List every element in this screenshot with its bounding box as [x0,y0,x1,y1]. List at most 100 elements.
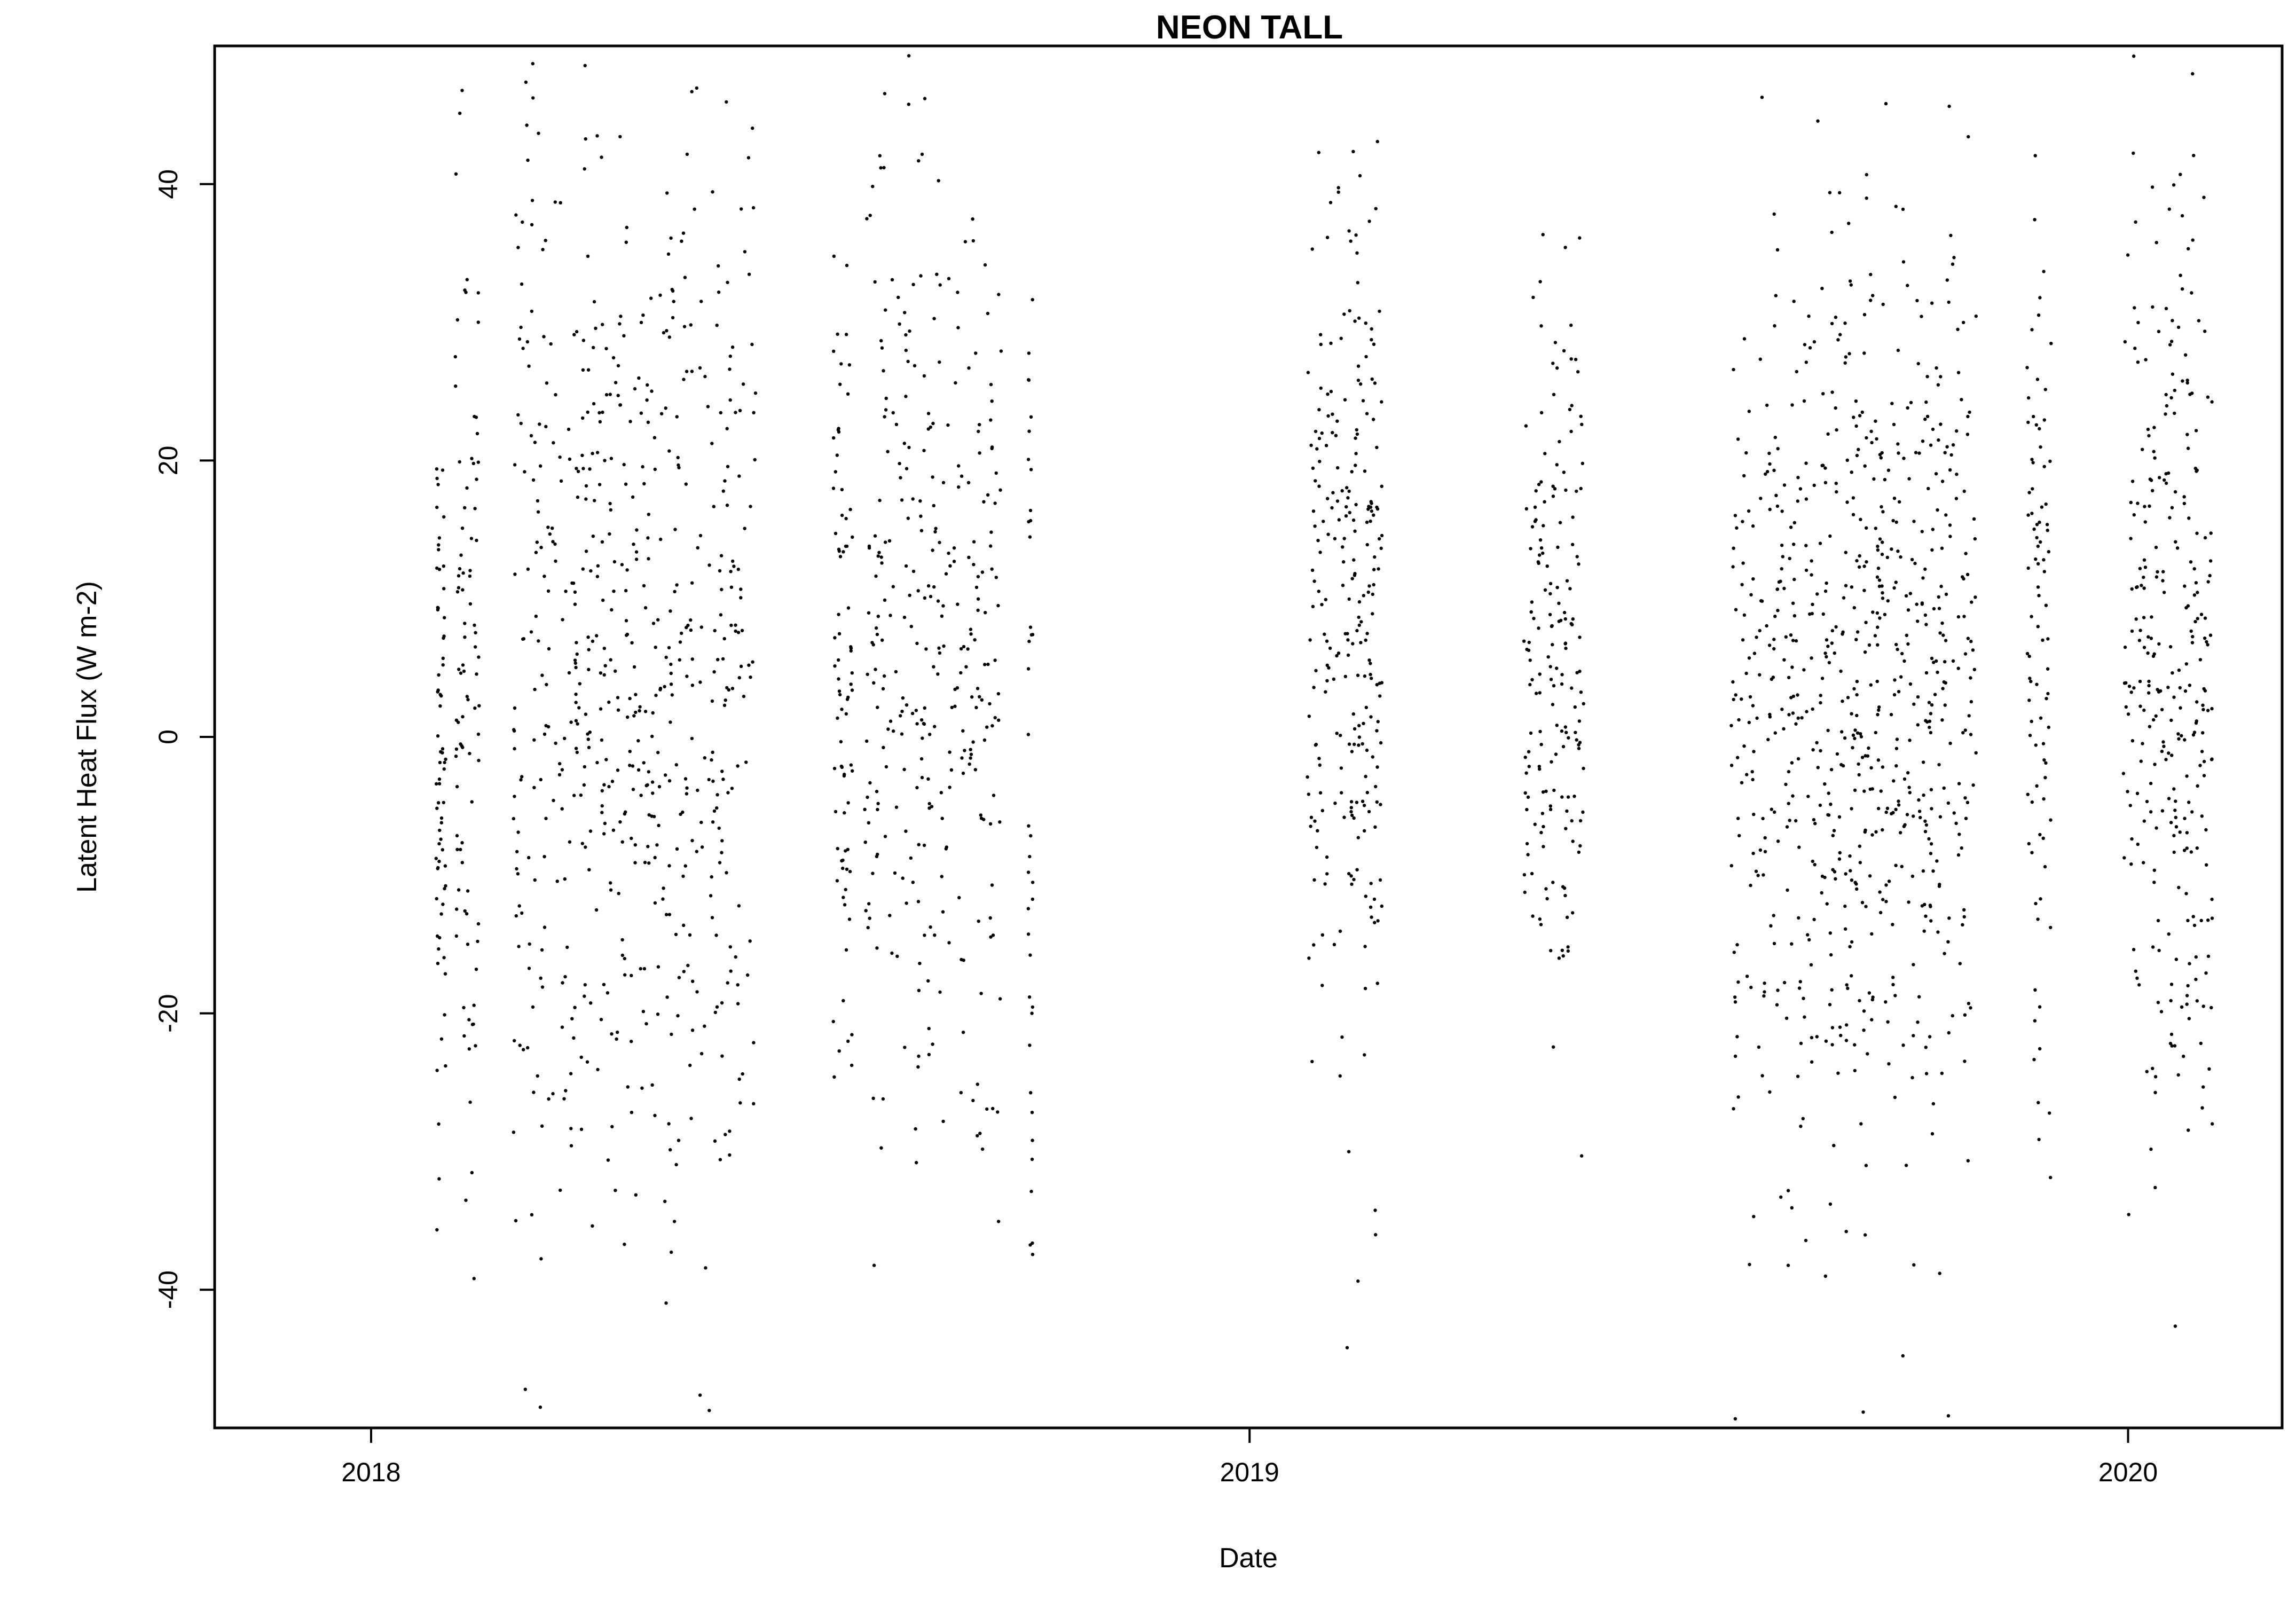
data-point [2126,253,2130,257]
data-point [868,916,871,920]
data-point [630,973,633,978]
data-point [922,374,926,378]
data-point [993,501,997,505]
data-point [996,692,1001,696]
data-point [2185,994,2189,998]
data-point [579,793,583,797]
data-point [2042,270,2046,273]
data-point [1325,235,1330,239]
data-point [1370,327,1373,331]
data-point [651,711,655,715]
data-point [2192,593,2197,597]
data-point [921,736,924,740]
data-point [551,527,554,530]
data-point [514,1219,518,1223]
data-point [1875,679,1879,684]
data-point [554,741,557,745]
data-point [2046,637,2050,641]
data-point [521,220,524,224]
data-point [1571,617,1575,621]
data-point [1533,822,1537,826]
data-point [667,335,672,339]
data-point [624,810,627,814]
data-point [634,1193,638,1197]
data-point [1749,593,1753,597]
data-point [1028,1043,1032,1047]
data-point [2176,325,2181,329]
data-point [2206,918,2210,922]
data-point [2151,489,2155,492]
data-point [1565,809,1569,813]
data-point [1312,686,1316,689]
data-point [603,459,607,462]
data-point [2145,1070,2149,1073]
data-point [438,704,442,708]
data-point [444,757,447,761]
data-point [2138,679,2142,684]
data-point [554,559,557,563]
data-point [670,1250,673,1254]
data-point [1956,327,1960,331]
data-point [1943,952,1946,955]
data-point [1351,150,1355,153]
data-point [990,724,994,728]
data-point [1312,943,1316,947]
data-point [2184,353,2188,357]
data-point [1759,599,1763,603]
data-point [622,334,626,337]
data-point [468,569,472,572]
data-point [475,477,478,481]
data-point [1863,650,1867,654]
data-point [1319,333,1323,336]
data-point [2044,603,2048,607]
data-point [608,532,611,536]
data-point [1813,822,1817,826]
data-point [1923,567,1927,571]
data-point [581,368,585,372]
data-point [1869,683,1873,687]
data-point [1357,735,1362,739]
data-point [746,973,750,977]
data-point [1974,314,1978,318]
data-point [667,913,672,916]
data-point [436,690,439,694]
data-point [1909,400,1913,405]
data-point [1355,629,1359,633]
data-point [1364,705,1368,710]
data-point [2177,737,2181,741]
data-point [1028,625,1033,629]
data-point [599,1018,603,1022]
data-point [1912,520,1916,523]
data-point [641,465,644,469]
data-point [2134,969,2137,973]
data-point [749,505,752,508]
data-point [1340,1035,1344,1039]
data-point [2146,635,2150,639]
data-point [986,493,990,497]
data-point [1842,596,1846,600]
data-point [2191,635,2195,639]
data-point [2160,708,2164,712]
data-point [1962,615,1966,618]
data-point [1764,472,1767,476]
data-point [1853,1069,1857,1073]
data-point [923,596,927,600]
data-point [908,329,911,333]
data-point [724,698,727,702]
data-point [1893,678,1897,682]
data-point [2205,863,2208,867]
data-point [730,787,734,790]
data-point [1562,610,1567,615]
data-point [871,871,875,875]
data-point [1908,682,1913,686]
data-point [2170,506,2174,509]
data-point [581,567,585,571]
data-point [1551,494,1555,498]
data-point [1881,302,1885,307]
data-point [978,423,981,427]
data-point [516,872,520,876]
data-point [604,347,608,350]
data-point [669,682,673,686]
data-point [698,1393,702,1397]
data-point [1790,942,1794,946]
